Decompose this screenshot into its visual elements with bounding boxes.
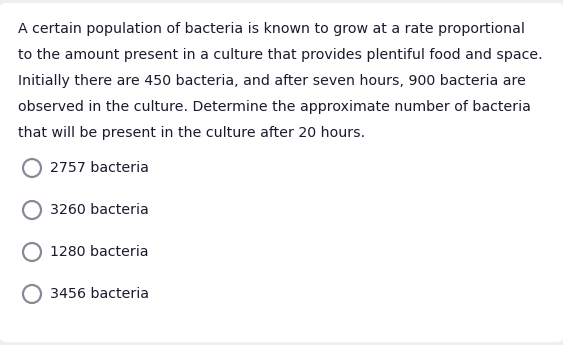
- Text: 2757 bacteria: 2757 bacteria: [50, 161, 149, 175]
- Text: 3260 bacteria: 3260 bacteria: [50, 203, 149, 217]
- Text: Initially there are 450 bacteria, and after seven hours, 900 bacteria are: Initially there are 450 bacteria, and af…: [18, 74, 526, 88]
- Text: to the amount present in a culture that provides plentiful food and space.: to the amount present in a culture that …: [18, 48, 543, 62]
- Text: 3456 bacteria: 3456 bacteria: [50, 287, 149, 301]
- Text: observed in the culture. Determine the approximate number of bacteria: observed in the culture. Determine the a…: [18, 100, 531, 114]
- Text: A certain population of bacteria is known to grow at a rate proportional: A certain population of bacteria is know…: [18, 22, 525, 36]
- Text: that will be present in the culture after 20 hours.: that will be present in the culture afte…: [18, 126, 365, 140]
- Text: 1280 bacteria: 1280 bacteria: [50, 245, 149, 259]
